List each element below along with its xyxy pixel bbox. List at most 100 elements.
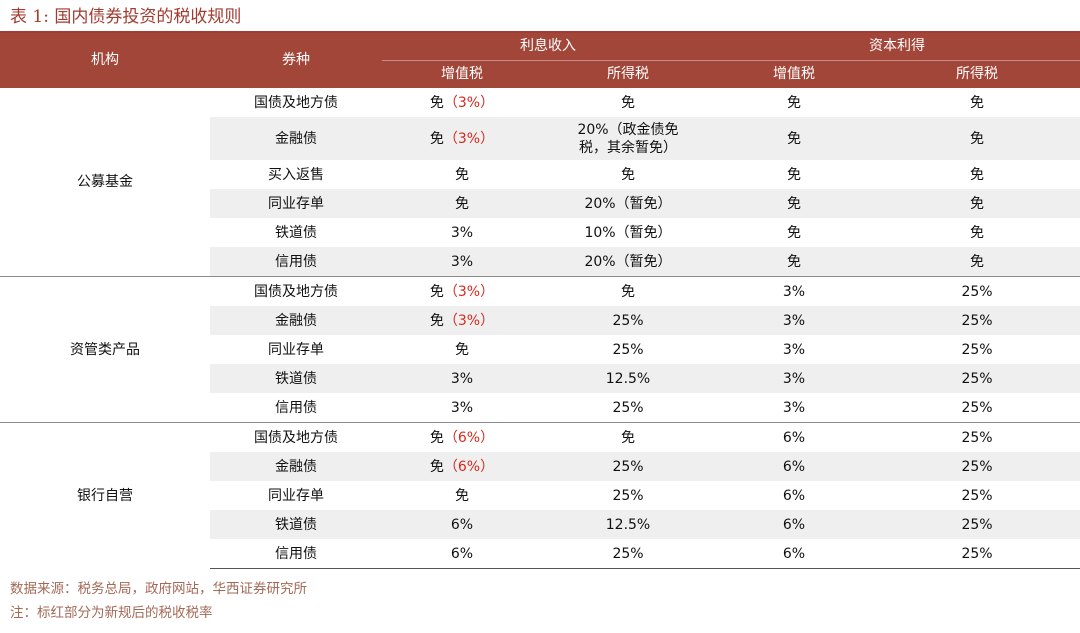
- table-row: 铁道债 3% 12.5% 3% 25%: [0, 364, 1080, 393]
- new-rule-rate: （3%）: [443, 283, 495, 300]
- capital-income-tax-cell: 25%: [961, 341, 993, 358]
- capital-income-tax-cell: 免: [874, 247, 1080, 277]
- interest-income-tax-cell: 免: [542, 276, 714, 306]
- capital-vat-cell: 免: [787, 224, 801, 241]
- interest-income-tax-cell: 免: [621, 166, 635, 183]
- capital-vat-cell: 免: [714, 247, 874, 277]
- table-row: 铁道债 3% 10%（暂免） 免 免: [0, 218, 1080, 247]
- capital-vat-cell: 3%: [782, 341, 806, 358]
- bond-type-cell: 金融债: [210, 452, 382, 481]
- interest-income-tax-cell: 免: [542, 422, 714, 452]
- interest-vat-value: 免: [455, 341, 469, 358]
- interest-income-tax-cell: 20%（暂免）: [542, 189, 714, 218]
- interest-vat-cell: 免（3%）: [382, 306, 542, 335]
- interest-vat-value: 3%: [450, 224, 474, 241]
- table-row: 信用债 3% 25% 3% 25%: [0, 393, 1080, 423]
- institution-cell: 银行自营: [0, 422, 210, 569]
- capital-vat-cell: 3%: [714, 276, 874, 306]
- tax-rules-table: 机构 券种 利息收入 资本利得 增值税 所得税 增值税 所得税 公募基金 国债及地…: [0, 33, 1080, 569]
- capital-vat-cell: 6%: [714, 539, 874, 569]
- bond-type-cell: 信用债: [275, 399, 317, 416]
- section-0: 公募基金 国债及地方债 免（3%）免免免金融债 免（3%） 20%（政金债免税，其余暂免…: [0, 88, 1080, 277]
- interest-income-tax-cell: 12.5%: [542, 510, 714, 539]
- interest-income-tax-cell: 25%: [542, 306, 714, 335]
- interest-income-tax-cell: 25%: [542, 452, 714, 481]
- interest-vat-value: 3%: [450, 370, 474, 387]
- table-title: 表 1: 国内债券投资的税收规则: [10, 7, 242, 27]
- table-row: 同业存单免 20%（暂免）免免: [0, 189, 1080, 218]
- title-rule: [0, 31, 1080, 33]
- interest-income-tax-cell: 25%: [612, 399, 644, 416]
- interest-vat-cell: 免（3%）: [382, 88, 542, 117]
- bond-type-cell: 信用债: [210, 539, 382, 569]
- interest-vat-value: 免: [429, 94, 444, 111]
- table-row: 信用债 3% 20%（暂免）免免: [0, 247, 1080, 277]
- capital-vat-cell: 6%: [714, 422, 874, 452]
- bond-type-cell: 铁道债: [210, 364, 382, 393]
- bond-type-cell: 国债及地方债: [210, 422, 382, 452]
- table-row: 资管类产品 国债及地方债 免（3%）免 3% 25%: [0, 276, 1080, 423]
- interest-vat-cell: 3%: [382, 364, 542, 393]
- table-row: 信用债 6% 25% 6% 25%: [0, 539, 1080, 569]
- interest-income-tax-cell: 12.5%: [542, 364, 714, 393]
- interest-vat-value: 3%: [450, 399, 474, 416]
- capital-income-tax-cell: 25%: [874, 276, 1080, 306]
- capital-vat-cell: 3%: [782, 399, 806, 416]
- interest-vat-cell: 3%: [382, 247, 542, 277]
- capital-vat-cell: 免: [714, 189, 874, 218]
- capital-income-tax-cell: 免: [970, 94, 984, 111]
- interest-vat-cell: 免（3%）: [382, 117, 542, 160]
- bond-type-cell: 金融债: [210, 306, 382, 335]
- interest-vat-cell: 免: [382, 189, 542, 218]
- interest-vat-value: 免: [429, 429, 444, 446]
- bond-type-cell: 买入返售: [268, 166, 324, 183]
- new-rule-rate: （3%）: [443, 312, 495, 329]
- capital-vat-cell: 免: [787, 94, 801, 111]
- capital-income-tax-cell: 25%: [874, 422, 1080, 452]
- interest-vat-cell: 免（6%）: [382, 422, 542, 452]
- table-row: 同业存单 免 25% 6% 25%: [0, 481, 1080, 510]
- capital-income-tax-cell: 25%: [874, 510, 1080, 539]
- interest-vat-cell: 3%: [382, 393, 542, 423]
- header-capital-vat: 增值税: [714, 60, 874, 88]
- new-rule-rate: （3%）: [443, 94, 495, 111]
- capital-vat-cell: 3%: [714, 306, 874, 335]
- interest-vat-value: 免: [429, 130, 444, 147]
- capital-income-tax-cell: 免: [970, 166, 984, 183]
- bond-type-cell: 国债及地方债: [254, 94, 338, 111]
- interest-vat-cell: 免（6%）: [382, 452, 542, 481]
- interest-vat-cell: 免: [382, 481, 542, 510]
- capital-income-tax-cell: 25%: [874, 306, 1080, 335]
- institution-cell: 资管类产品: [0, 276, 210, 423]
- table-row: 金融债 免（6%） 25% 6% 25%: [0, 452, 1080, 481]
- interest-vat-value: 免: [455, 487, 469, 504]
- interest-vat-cell: 免（3%）: [382, 276, 542, 306]
- interest-income-tax-cell: 25%: [612, 487, 644, 504]
- interest-vat-value: 免: [429, 283, 444, 300]
- capital-income-tax-cell: 25%: [874, 539, 1080, 569]
- bond-type-cell: 铁道债: [275, 224, 317, 241]
- header-interest-vat: 增值税: [382, 60, 542, 88]
- interest-vat-value: 6%: [450, 545, 474, 562]
- footnote: 注：标红部分为新规后的税收税率: [10, 605, 213, 621]
- new-rule-rate: （6%）: [443, 429, 495, 446]
- header-interest-income: 利息收入: [382, 33, 714, 61]
- capital-income-tax-cell: 25%: [961, 487, 993, 504]
- interest-vat-value: 3%: [450, 253, 474, 270]
- interest-vat-value: 免: [455, 195, 469, 212]
- header-capital-gains: 资本利得: [714, 33, 1080, 61]
- capital-income-tax-cell: 免: [874, 117, 1080, 160]
- interest-vat-cell: 6%: [382, 539, 542, 569]
- header-interest-income-tax: 所得税: [542, 60, 714, 88]
- table-row: 公募基金 国债及地方债 免（3%）免免免: [0, 88, 1080, 277]
- capital-income-tax-cell: 25%: [874, 364, 1080, 393]
- header-bond-type: 券种: [210, 33, 382, 88]
- table-row: 金融债 免（3%） 20%（政金债免税，其余暂免）免免: [0, 117, 1080, 160]
- bond-type-cell: 国债及地方债: [210, 276, 382, 306]
- table-row: 同业存单 免 25% 3% 25%: [0, 335, 1080, 364]
- interest-income-tax-cell: 20%（政金债免税，其余暂免）: [542, 117, 714, 160]
- interest-income-tax-cell: 10%（暂免）: [584, 224, 672, 241]
- table-row: 银行自营 国债及地方债 免（6%）免 6% 25%: [0, 422, 1080, 569]
- interest-vat-cell: 免: [382, 160, 542, 189]
- table-row: 买入返售 免 免 免 免: [0, 160, 1080, 189]
